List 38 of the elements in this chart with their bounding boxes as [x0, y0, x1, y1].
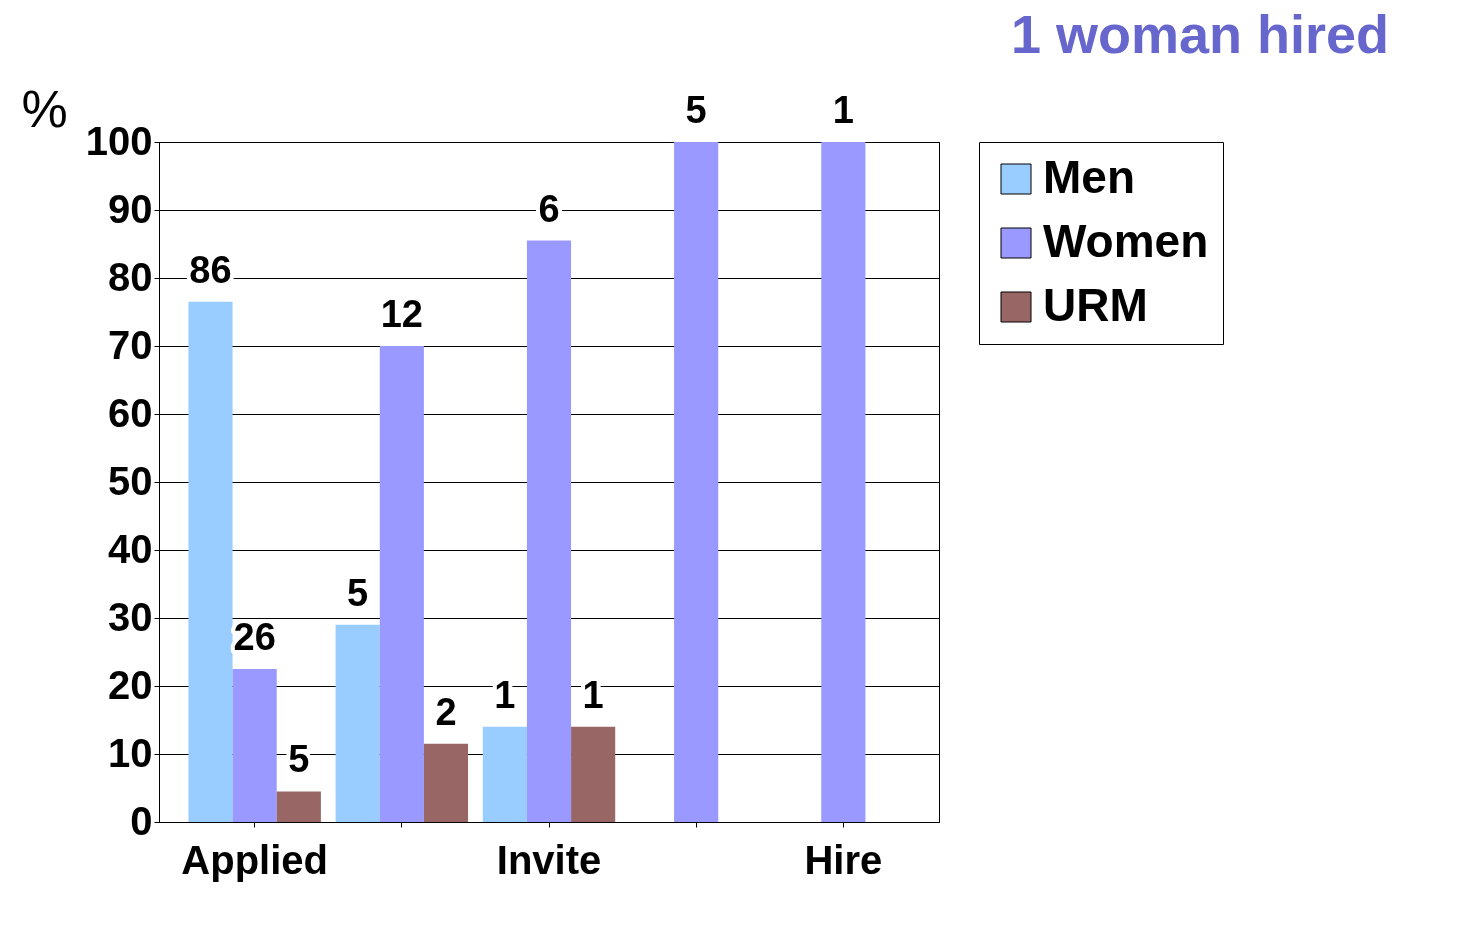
y-axis-title: %	[21, 79, 68, 138]
annotation: 12	[380, 293, 423, 335]
x-tick-label: Applied	[181, 837, 328, 882]
y-tick-label: 30	[108, 594, 153, 639]
annotation: 26	[233, 616, 276, 658]
x-tick-label: Hire	[804, 837, 883, 882]
bar	[423, 743, 469, 822]
bar	[821, 142, 866, 822]
y-tick-label: 0	[130, 798, 153, 843]
y-tick-label: 70	[108, 322, 153, 367]
y-tick-label: 90	[108, 186, 153, 231]
annotation: 1	[582, 673, 604, 716]
bar	[674, 142, 719, 822]
bar	[188, 301, 233, 822]
text: 1 woman hired	[1010, 4, 1389, 64]
text: 1	[832, 89, 854, 131]
bar	[571, 726, 616, 822]
annotation: 5	[347, 571, 369, 614]
y-tick-label: 60	[108, 390, 153, 435]
annotation: 2	[435, 690, 457, 733]
legend-label: Men	[1043, 151, 1135, 203]
annotation: 1	[494, 673, 516, 716]
y-tick-label: 50	[108, 458, 153, 503]
y-tick-label: 100	[85, 118, 153, 163]
x-tick-label: Invite	[496, 837, 602, 882]
text: 5	[685, 89, 707, 131]
bar	[232, 669, 277, 822]
legend-label: URM	[1043, 279, 1148, 331]
bar	[482, 726, 527, 822]
y-tick-label: 10	[108, 730, 153, 775]
y-tick-label: 80	[108, 254, 153, 299]
y-tick-label: 40	[108, 526, 153, 571]
legend-label: Women	[1043, 215, 1209, 267]
bar	[526, 240, 572, 822]
bar	[276, 791, 321, 822]
bar	[379, 346, 424, 822]
bar	[335, 624, 380, 822]
y-tick-label: 20	[108, 662, 153, 707]
